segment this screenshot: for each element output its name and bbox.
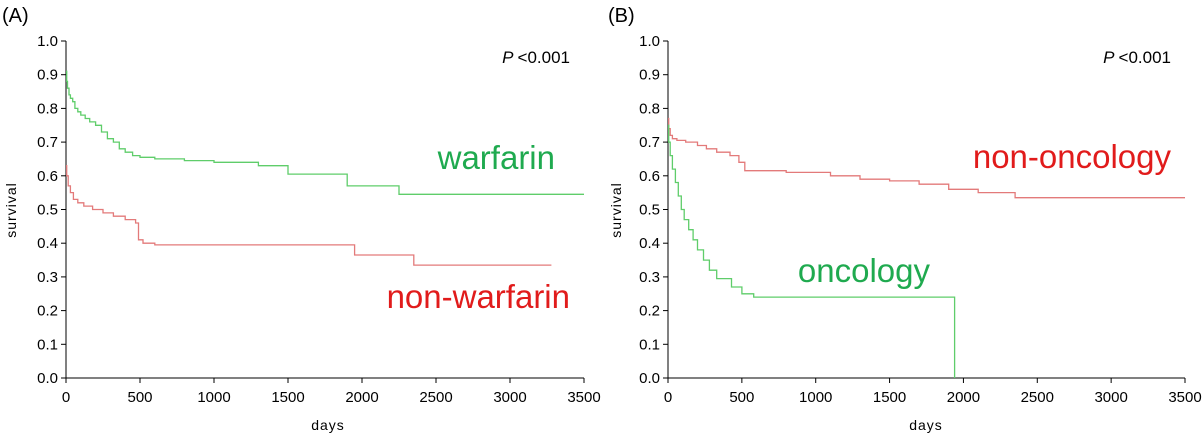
panel-b-axes bbox=[667, 41, 1185, 379]
panel-a-xtick-label: 1000 bbox=[197, 389, 230, 406]
panel-a-xtick-label: 2500 bbox=[419, 389, 452, 406]
panel-a-ytick-label: 0.8 bbox=[37, 100, 58, 117]
panel-b-ylabel: survival bbox=[608, 182, 624, 237]
panel-a-xtick-label: 3000 bbox=[493, 389, 526, 406]
panel-b-ytick-label: 0.9 bbox=[639, 67, 660, 84]
panel-b-xtick-label: 2000 bbox=[947, 389, 980, 406]
panel-a-ytick-label: 0.7 bbox=[37, 134, 58, 151]
panel-a-xtick-label: 0 bbox=[62, 389, 70, 406]
panel-b-ytick-label: 0.7 bbox=[639, 134, 660, 151]
panel-a-ytick-label: 0.9 bbox=[37, 67, 58, 84]
panel-a-xtick-label: 2000 bbox=[345, 389, 378, 406]
panel-a-series bbox=[66, 70, 584, 266]
panel-b-xtick-label: 0 bbox=[664, 389, 672, 406]
panel-b-ytick-label: 0.3 bbox=[639, 269, 660, 286]
panel-a-ytick-label: 0.6 bbox=[37, 168, 58, 185]
panel-a-label: (A) bbox=[2, 5, 29, 27]
panel-b-ytick-label: 0.2 bbox=[639, 303, 660, 320]
panel-a: (A) survival days 0.00.10.20.30.40.50.60… bbox=[2, 5, 601, 433]
panel-b-ytick-label: 0.6 bbox=[639, 168, 660, 185]
series-line-oncology bbox=[668, 124, 956, 378]
panel-a-ytick-label: 0.3 bbox=[37, 269, 58, 286]
panel-a-ylabel: survival bbox=[3, 182, 19, 237]
panel-a-ytick-label: 0.1 bbox=[37, 336, 58, 353]
panel-b-p-value: P <0.001 bbox=[1103, 48, 1171, 67]
panel-b: (B) survival days 0.00.10.20.30.40.50.60… bbox=[608, 5, 1202, 433]
series-line-warfarin bbox=[66, 70, 584, 195]
panel-b-ticks: 0.0 0.1 0.2 0.3 0.4 0.5 0.6 0.7 0.8 0.9 1.0 0 500 100… bbox=[639, 33, 1202, 406]
panel-b-xtick-label: 500 bbox=[729, 389, 754, 406]
panel-a-xtick-label: 3500 bbox=[567, 389, 600, 406]
panel-a-ytick-label: 0.2 bbox=[37, 303, 58, 320]
annotation-non-oncology: non-oncology bbox=[973, 138, 1172, 175]
panel-b-series bbox=[668, 117, 1185, 378]
panel-b-xtick-label: 1500 bbox=[873, 389, 906, 406]
panel-b-p-rest: <0.001 bbox=[1119, 48, 1171, 67]
panel-b-xtick-label: 3500 bbox=[1168, 389, 1201, 406]
series-line-non-warfarin bbox=[66, 165, 552, 266]
panel-a-ticks: 0.0 0.1 0.2 0.3 0.4 0.5 0.6 0.7 0.8 0.9 1.0 0 500 100… bbox=[37, 33, 601, 406]
panel-b-ytick-label: 0.5 bbox=[639, 202, 660, 219]
panel-a-xtick-label: 500 bbox=[127, 389, 152, 406]
panel-b-ytick-label: 0.0 bbox=[639, 370, 660, 387]
panel-a-xtick-label: 1500 bbox=[271, 389, 304, 406]
panel-a-ytick-label: 0.5 bbox=[37, 202, 58, 219]
panel-b-ytick-label: 0.4 bbox=[639, 235, 660, 252]
panel-a-p-rest: <0.001 bbox=[518, 48, 570, 67]
panel-b-ytick-label: 0.8 bbox=[639, 100, 660, 117]
panel-a-ytick-label: 0.4 bbox=[37, 235, 58, 252]
panel-b-xtick-label: 2500 bbox=[1021, 389, 1054, 406]
annotation-oncology: oncology bbox=[798, 252, 931, 289]
panel-b-ytick-label: 1.0 bbox=[639, 33, 660, 50]
panel-b-xtick-label: 3000 bbox=[1094, 389, 1127, 406]
panel-b-label: (B) bbox=[608, 5, 635, 27]
panel-b-ytick-label: 0.1 bbox=[639, 336, 660, 353]
series-line-non-oncology bbox=[668, 117, 1185, 199]
panel-a-axes bbox=[65, 41, 584, 379]
annotation-non-warfarin: non-warfarin bbox=[387, 278, 570, 315]
panel-b-xtick-label: 1000 bbox=[799, 389, 832, 406]
panel-a-ytick-label: 1.0 bbox=[37, 33, 58, 50]
annotation-warfarin: warfarin bbox=[437, 139, 555, 176]
panel-a-p-symbol: P bbox=[502, 48, 514, 67]
panel-a-xlabel: days bbox=[311, 417, 345, 433]
panel-b-xlabel: days bbox=[909, 417, 943, 433]
panel-a-p-value: P <0.001 bbox=[502, 48, 570, 67]
panel-a-ytick-label: 0.0 bbox=[37, 370, 58, 387]
panel-b-p-symbol: P bbox=[1103, 48, 1115, 67]
